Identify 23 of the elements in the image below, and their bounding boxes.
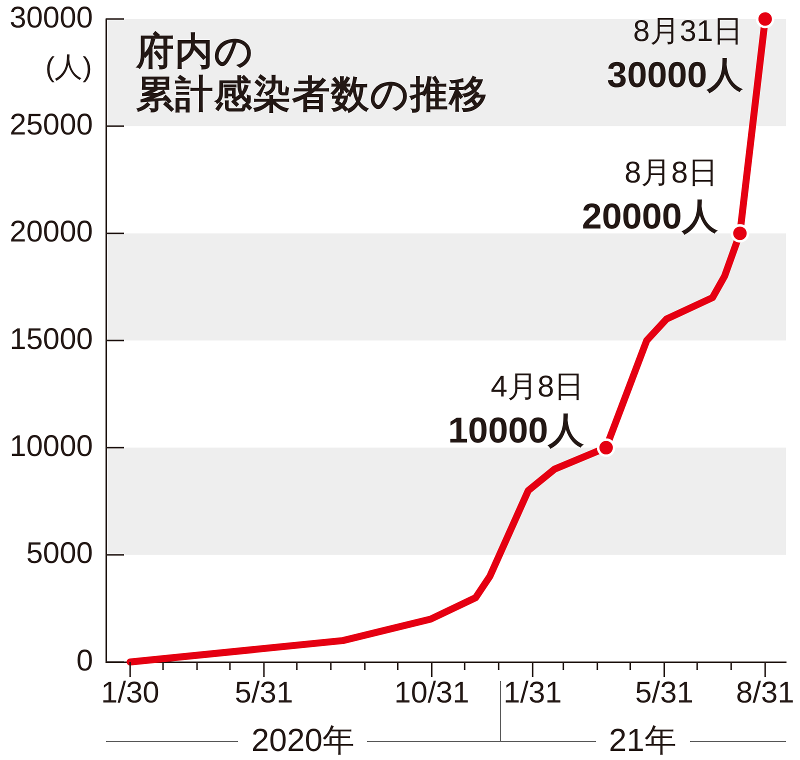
y-tick-label: 15000 <box>10 322 93 356</box>
text: 累計感染者数の推移 <box>136 74 488 117</box>
x-tick-label: 8/31 <box>736 676 794 710</box>
annotation: 8月31日 30000人 <box>607 15 744 95</box>
y-tick-label: 0 <box>76 644 93 678</box>
x-tick-label: 10/31 <box>394 676 470 710</box>
y-tick-label: 20000 <box>10 216 93 249</box>
x-tick-label: 5/31 <box>635 676 694 710</box>
y-tick-label: 25000 <box>10 108 93 142</box>
text: 2020年 <box>251 722 355 758</box>
y-tick-label: 5000 <box>26 537 93 570</box>
annotation: 4月8日 10000人 <box>448 370 584 451</box>
point <box>730 224 750 243</box>
annotation: 8月8日 20000人 <box>582 156 718 236</box>
x-tick-label: 5/31 <box>234 676 294 710</box>
point <box>596 438 616 457</box>
x-tick-label: 1/31 <box>503 676 562 710</box>
y-tick-label: 10000 <box>10 430 93 463</box>
text: 21年 <box>608 722 676 758</box>
y-axis-title: (人) <box>45 52 92 83</box>
chart-title: 府内の <box>136 31 254 74</box>
x-tick-label: 1/30 <box>100 676 160 710</box>
y-tick-label: 30000 <box>10 1 93 34</box>
